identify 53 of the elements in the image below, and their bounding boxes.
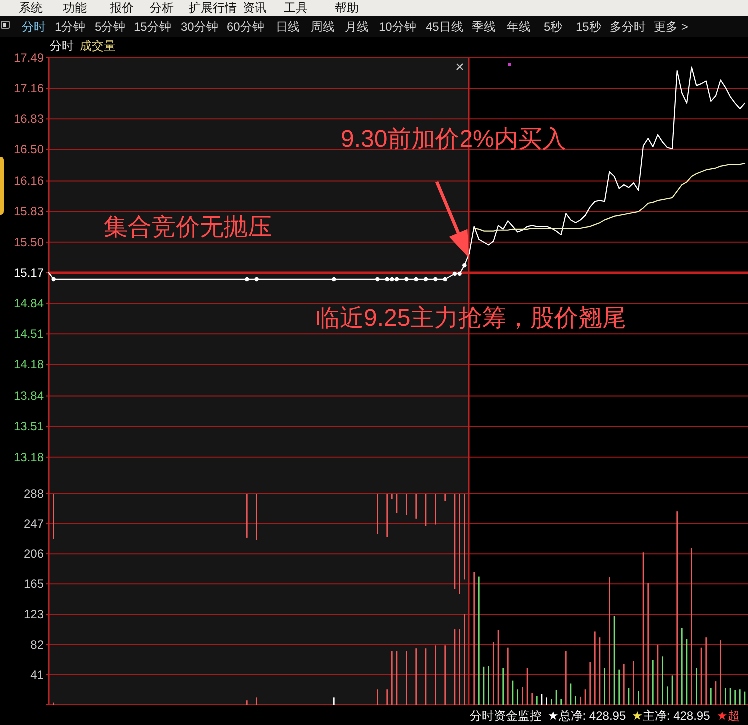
y-tick-label: 14.51 (14, 327, 44, 342)
text: 周线 (311, 20, 335, 34)
y-tick-label: 15.50 (14, 235, 44, 250)
text: 5分钟 (95, 20, 126, 34)
y-tick-label: 41 (30, 668, 44, 682)
y-tick-label: 17.16 (14, 81, 44, 96)
text: 功能 (63, 1, 87, 15)
y-tick-label: 14.18 (14, 358, 44, 372)
y-tick-label: 123 (24, 608, 44, 622)
text: 帮助 (335, 1, 359, 15)
text: 60分钟 (227, 20, 264, 34)
text: 分时资金监控 (470, 709, 542, 723)
text: ★总净: 428.95 (548, 709, 626, 723)
y-tick-label: 13.51 (14, 420, 44, 434)
y-tick-label: 17.49 (14, 50, 44, 65)
y-tick-label: 16.16 (14, 174, 44, 188)
text: 多分时 (610, 20, 646, 34)
text: 5秒 (544, 20, 563, 34)
text: 分析 (150, 1, 174, 15)
text: 报价 (109, 1, 134, 15)
y-tick-label: 13.18 (14, 450, 44, 464)
annotation: 集合竞价无抛压 (104, 214, 272, 241)
text: 更多 > (654, 20, 688, 34)
y-tick-label: 14.84 (14, 296, 44, 310)
text: 分时 (22, 20, 46, 34)
y-tick-label: 165 (24, 576, 44, 591)
text: 15分钟 (134, 20, 172, 34)
y-tick-label: 15.83 (14, 204, 44, 219)
y-tick-label: 82 (30, 638, 44, 652)
text: ★超 (717, 709, 740, 723)
text: 扩展行情 (189, 1, 237, 15)
text: ★主净: 428.95 (632, 709, 711, 723)
y-tick-label: 16.50 (14, 142, 44, 157)
text: 10分钟 (379, 20, 416, 34)
text: 月线 (345, 20, 369, 34)
y-tick-label: 288 (24, 486, 44, 501)
text: 分时 (50, 39, 74, 53)
text: 季线 (472, 20, 496, 34)
y-tick-label: 247 (24, 516, 44, 531)
y-tick-label: 15.17 (14, 266, 44, 280)
text: 年线 (507, 20, 531, 34)
text: 资讯 (243, 1, 267, 15)
y-tick-label: 13.84 (14, 389, 44, 404)
y-tick-label: 16.83 (14, 112, 44, 126)
text: 15秒 (576, 20, 602, 34)
text: 1分钟 (55, 20, 86, 34)
text: 成交量 (80, 39, 116, 53)
text: 系统 (19, 1, 43, 15)
text: 45日线 (426, 20, 464, 34)
text: 工具 (284, 1, 308, 15)
y-tick-label: 206 (24, 546, 44, 561)
text: 日线 (276, 20, 300, 34)
text: 30分钟 (181, 20, 218, 34)
